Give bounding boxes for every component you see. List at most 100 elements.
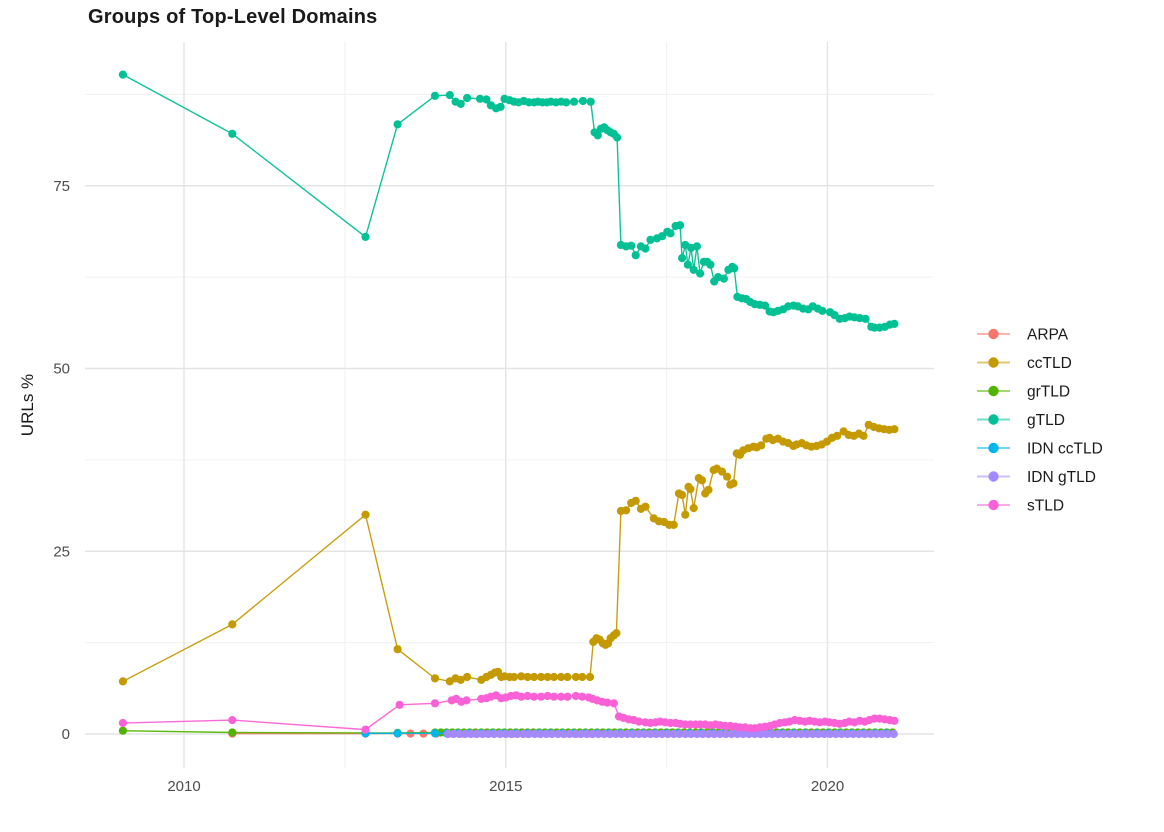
- series-point-IDN-gTLD: [820, 729, 829, 739]
- series-point-gTLD: [613, 133, 622, 142]
- series-point-IDN-gTLD: [727, 729, 736, 739]
- series-point-sTLD: [609, 699, 619, 708]
- series-point-sTLD: [578, 692, 587, 701]
- series-point-ccTLD: [430, 674, 440, 683]
- series-line-gTLD: [122, 73, 895, 329]
- series-point-ccTLD: [571, 672, 581, 682]
- series-point-ccTLD: [585, 672, 595, 682]
- series-point-gTLD: [696, 269, 705, 278]
- series-point-IDN-gTLD: [536, 729, 545, 739]
- legend-item-ARPA[interactable]: ARPA: [977, 327, 1069, 344]
- series-point-IDN-gTLD: [455, 729, 464, 739]
- series-point-IDN-gTLD: [675, 729, 684, 739]
- series-point-IDN-gTLD: [779, 729, 788, 739]
- series-point-IDN-gTLD: [461, 729, 470, 739]
- series-point-IDN-gTLD: [785, 729, 794, 739]
- series-point-IDN-gTLD: [484, 729, 493, 739]
- legend-item-sTLD[interactable]: sTLD: [977, 498, 1064, 515]
- series-point-IDN-gTLD: [582, 729, 591, 739]
- series-point-IDN-gTLD: [831, 729, 841, 739]
- series-point-gTLD: [586, 97, 595, 106]
- series-point-IDN-gTLD: [849, 729, 858, 739]
- series-point-gTLD: [578, 96, 588, 106]
- series-point-ccTLD: [530, 672, 539, 682]
- legend-item-IDN-ccTLD[interactable]: IDN ccTLD: [977, 441, 1103, 458]
- series-point-IDN-gTLD: [715, 729, 725, 739]
- series-point-IDN-gTLD: [652, 729, 661, 739]
- series-point-ccTLD: [723, 472, 732, 481]
- series-point-IDN-gTLD: [507, 729, 516, 739]
- series-point-IDN-gTLD: [826, 729, 835, 739]
- series-point-gTLD: [692, 242, 702, 251]
- series-point-gTLD: [430, 91, 440, 100]
- series-point-ccTLD: [704, 485, 713, 494]
- legend-item-grTLD[interactable]: grTLD: [977, 384, 1070, 401]
- series-point-sTLD: [395, 700, 404, 709]
- series-point-IDN-gTLD: [611, 729, 620, 739]
- series-point-IDN-gTLD: [866, 729, 875, 739]
- series-point-IDN-gTLD: [565, 729, 574, 739]
- series-point-ccTLD: [631, 496, 640, 505]
- series-point-sTLD: [537, 692, 546, 701]
- series-point-IDN-gTLD: [646, 729, 655, 739]
- series-point-IDN-gTLD: [623, 729, 632, 739]
- series-point-IDN-gTLD: [710, 729, 719, 739]
- series-point-gTLD: [631, 251, 640, 260]
- series-point-sTLD: [462, 696, 471, 705]
- series-point-sTLD: [523, 691, 532, 701]
- series-point-IDN-gTLD: [721, 729, 730, 739]
- legend-item-IDN-gTLD[interactable]: IDN gTLD: [977, 469, 1096, 486]
- series-point-sTLD: [557, 692, 566, 701]
- series-point-IDN-gTLD: [634, 729, 644, 739]
- series-point-IDN-gTLD: [617, 729, 626, 739]
- legend-item-ccTLD[interactable]: ccTLD: [977, 355, 1072, 372]
- series-point-gTLD: [456, 99, 465, 108]
- series-point-ccTLD: [543, 672, 552, 682]
- series-point-IDN-gTLD: [802, 729, 812, 739]
- series-point-IDN-gTLD: [773, 729, 783, 739]
- series-point-IDN-ccTLD: [430, 729, 440, 738]
- legend-key-dot: [988, 442, 999, 454]
- chart-title: Groups of Top-Level Domains: [88, 6, 378, 28]
- series-point-ccTLD: [557, 672, 566, 682]
- series-point-sTLD: [890, 716, 899, 725]
- series-point-ccTLD: [393, 645, 402, 654]
- series-point-ccTLD: [859, 431, 868, 440]
- series-point-sTLD: [549, 692, 559, 701]
- series-point-ccTLD: [523, 672, 532, 682]
- series-point-IDN-gTLD: [698, 729, 707, 739]
- series-point-IDN-gTLD: [692, 729, 702, 739]
- series-point-sTLD: [543, 691, 552, 701]
- series-point-gTLD: [818, 306, 827, 315]
- series-point-IDN-gTLD: [756, 729, 765, 739]
- series-point-IDN-gTLD: [588, 729, 597, 739]
- series-point-gTLD: [861, 314, 870, 323]
- series-point-gTLD: [641, 244, 650, 253]
- legend-label: gTLD: [1027, 412, 1065, 429]
- series-point-sTLD: [430, 699, 440, 708]
- series-point-IDN-gTLD: [658, 729, 667, 739]
- series-point-IDN-gTLD: [629, 729, 638, 739]
- y-axis-tick-label: 25: [53, 543, 70, 560]
- x-axis-tick-label: 2020: [811, 778, 844, 795]
- series-point-sTLD: [563, 692, 572, 701]
- series-point-IDN-gTLD: [495, 729, 505, 739]
- series-point-ccTLD: [717, 467, 727, 476]
- series-point-gTLD: [228, 129, 237, 138]
- series-point-IDN-gTLD: [878, 729, 887, 739]
- series-point-gTLD: [706, 260, 715, 269]
- series-point-gTLD: [593, 131, 602, 140]
- series-point-gTLD: [689, 265, 698, 274]
- series-point-gTLD: [683, 260, 693, 269]
- series-point-IDN-gTLD: [663, 729, 673, 739]
- series-point-IDN-gTLD: [837, 729, 846, 739]
- series-point-IDN-gTLD: [466, 729, 476, 739]
- series-point-grTLD: [118, 726, 127, 735]
- legend-item-gTLD[interactable]: gTLD: [977, 412, 1065, 429]
- series-point-ccTLD: [757, 441, 766, 450]
- series-point-sTLD: [530, 692, 539, 701]
- series-point-gTLD: [730, 264, 739, 273]
- series-point-gTLD: [463, 93, 472, 103]
- series-point-IDN-gTLD: [797, 729, 806, 739]
- series-point-gTLD: [482, 95, 491, 104]
